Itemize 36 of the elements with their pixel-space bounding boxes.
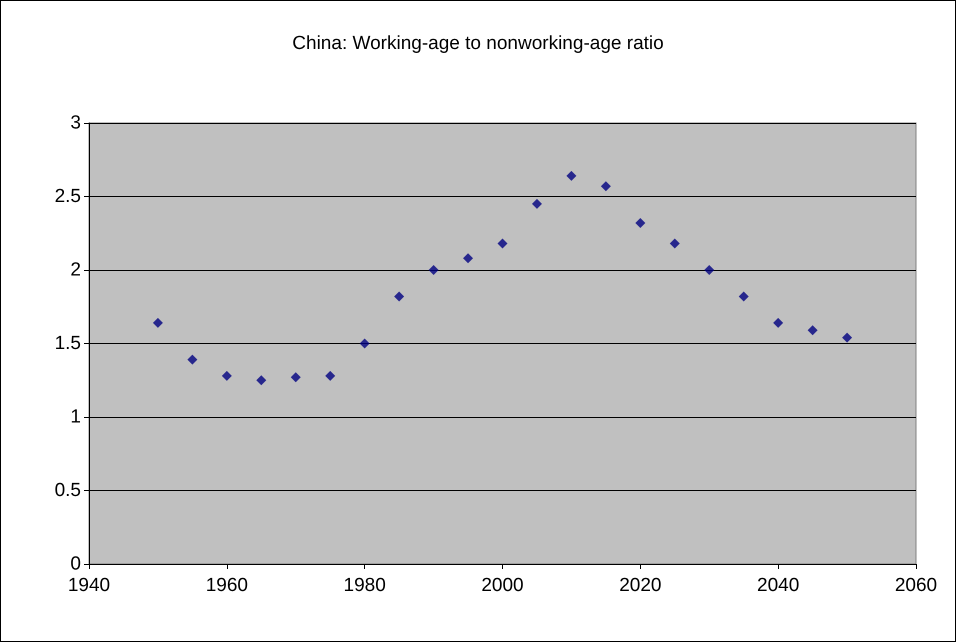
x-tick-label: 1960 [206,575,248,596]
point [566,170,576,181]
y-tick-label: 2.5 [54,186,81,207]
point [360,338,370,348]
y-tick-label: 0 [70,554,81,574]
y-tick-label: 1 [70,406,81,428]
point [773,318,784,328]
point [256,375,266,386]
point [670,238,680,249]
point [290,372,301,382]
point [325,370,336,381]
y-tick-label: 1.5 [54,333,81,354]
point [394,291,404,302]
point [704,265,714,275]
point [428,265,439,275]
point [152,318,163,328]
x-tick-label: 2020 [619,575,662,596]
point [600,181,611,192]
point [187,354,198,365]
point [498,238,508,249]
point [463,253,474,264]
point [222,370,232,381]
chart-title: China: Working-age to nonworking-age ratio [292,33,664,54]
y-tick-label: 0.5 [54,480,81,501]
x-tick-label: 1980 [344,575,386,596]
y-tick-label: 3 [70,112,81,134]
x-tick-label: 2000 [481,575,524,596]
x-tick-label: 2040 [757,575,800,596]
point [738,291,749,302]
x-tick-label: 2060 [894,575,938,596]
point [635,218,646,228]
point [532,198,542,209]
y-tick-label: 2 [70,260,81,280]
point [842,332,852,343]
x-tick-label: 1940 [68,575,110,596]
point [808,325,818,336]
